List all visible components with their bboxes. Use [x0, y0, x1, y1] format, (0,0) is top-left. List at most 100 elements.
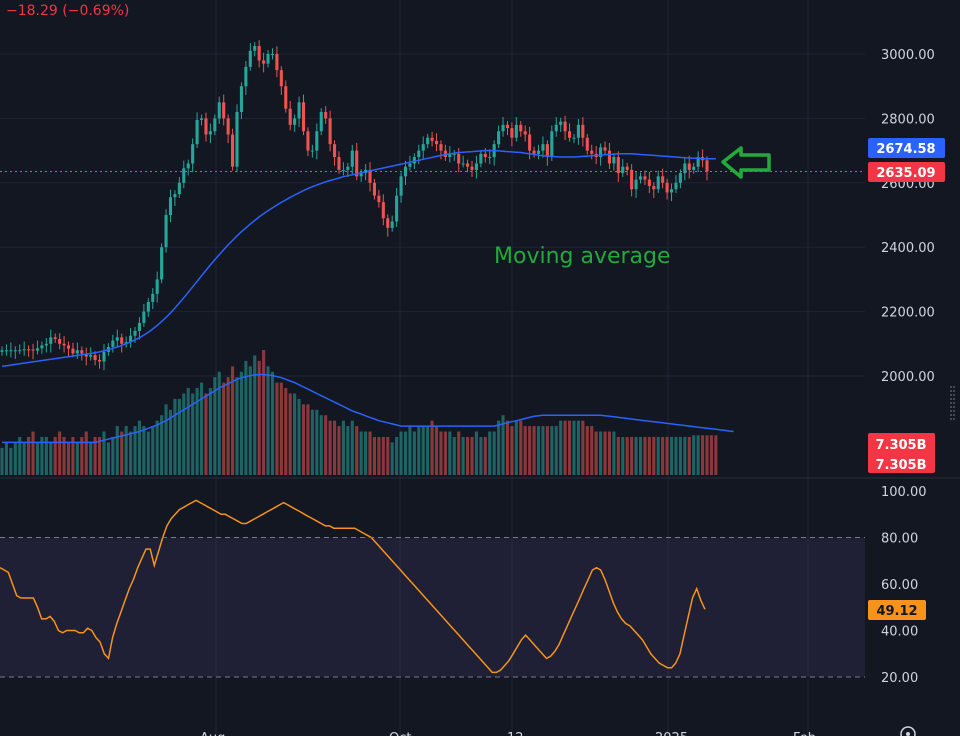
- ma-value-tag: 2674.58: [868, 138, 945, 158]
- candle-body: [346, 166, 350, 170]
- candle-body: [231, 134, 235, 167]
- volume-bar: [337, 426, 341, 475]
- volume-bar: [0, 447, 4, 475]
- candle-body: [235, 111, 239, 167]
- volume-bar: [288, 393, 292, 475]
- scale-drag-handle[interactable]: [949, 384, 956, 424]
- volume-bar: [448, 431, 452, 475]
- candle-body: [528, 134, 532, 151]
- volume-bar: [523, 426, 527, 475]
- volume-bar: [661, 436, 665, 475]
- volume-bar: [607, 431, 612, 475]
- candle-body: [208, 131, 212, 135]
- volume-bar: [346, 426, 350, 475]
- volume-bar: [647, 436, 651, 475]
- volume-bar: [674, 436, 678, 475]
- candle-body: [408, 163, 412, 167]
- candle-body: [678, 173, 682, 183]
- candle-body: [647, 179, 651, 187]
- volume-bar: [567, 420, 572, 475]
- candle-body: [80, 350, 84, 354]
- time-axis[interactable]: Aug Oct 12 2025 Feb: [200, 731, 816, 736]
- volume-bar: [492, 431, 496, 475]
- volume-bar: [199, 382, 204, 475]
- volume-bar: [71, 436, 75, 475]
- volume-bar: [231, 366, 235, 475]
- candle-body: [155, 279, 159, 294]
- candle-body: [705, 160, 709, 172]
- volume-bar: [142, 426, 146, 475]
- volume-bar: [550, 426, 554, 475]
- candle-body: [497, 131, 501, 145]
- candle-body: [395, 195, 399, 222]
- volume-bar: [235, 377, 239, 475]
- candle-body: [13, 350, 17, 352]
- volume-bar: [111, 436, 115, 475]
- volume-bar: [124, 426, 128, 475]
- volume-bar: [665, 436, 669, 475]
- candle-body: [22, 349, 26, 351]
- price-axis[interactable]: 3000.002800.002600.002400.002200.002000.…: [881, 48, 935, 385]
- rsi-tick-label: 20.00: [881, 671, 918, 686]
- candle-body: [71, 348, 75, 354]
- candle-body: [301, 102, 306, 132]
- candle-body: [417, 150, 421, 158]
- volume-bar: [479, 436, 483, 475]
- price-tick-label: 2800.00: [881, 112, 935, 127]
- candle-body: [567, 131, 572, 138]
- candle-body: [199, 118, 204, 121]
- volume-bar: [328, 420, 332, 475]
- candle-body: [129, 335, 133, 343]
- volume-bar: [625, 436, 629, 475]
- candle-body: [461, 163, 465, 165]
- volume-bar: [213, 377, 217, 475]
- candle-body: [49, 337, 53, 344]
- candle-body: [168, 197, 173, 215]
- volume-bar: [93, 436, 97, 475]
- volume-bar: [22, 442, 26, 475]
- rsi-tick-label: 40.00: [881, 625, 918, 640]
- candle-body: [58, 338, 62, 344]
- volume-bar: [129, 431, 133, 475]
- candle-body: [160, 247, 164, 280]
- volume-tag-text-2: 7.305B: [875, 458, 926, 473]
- candle-body: [66, 345, 71, 349]
- candle-body: [248, 50, 252, 67]
- candle-body: [195, 120, 199, 145]
- candle-body: [523, 131, 527, 135]
- rsi-axis[interactable]: 100.00 80.00 60.00 40.00 20.00: [881, 485, 927, 686]
- volume-bar: [590, 426, 594, 475]
- candle-body: [572, 137, 576, 139]
- candle-body: [191, 144, 195, 164]
- time-tick-label: 12: [507, 731, 524, 736]
- candle-body: [279, 70, 283, 87]
- candle-body: [284, 86, 288, 109]
- candle-body: [488, 157, 492, 159]
- volume-bar: [168, 409, 173, 475]
- candle-body: [634, 179, 638, 190]
- volume-bar: [594, 431, 598, 475]
- candle-body: [297, 102, 301, 119]
- volume-bar: [652, 436, 656, 475]
- volume-bar: [669, 436, 674, 475]
- volume-bar: [355, 426, 359, 475]
- volume-bar: [164, 404, 168, 475]
- volume-bar: [239, 371, 243, 475]
- volume-bar: [341, 420, 345, 475]
- candle-body: [288, 108, 292, 125]
- volume-bar: [656, 436, 660, 475]
- volume-bar: [310, 409, 314, 475]
- candle-body: [696, 157, 700, 167]
- volume-bar: [275, 382, 279, 475]
- candle-body: [275, 54, 279, 71]
- last-price-tag-text: 2635.09: [876, 166, 935, 181]
- price-change-text: −18.29 (−0.69%): [6, 3, 129, 19]
- volume-bar: [709, 435, 713, 475]
- settings-gear-icon[interactable]: [900, 726, 916, 736]
- time-tick-label: 2025: [655, 731, 688, 736]
- candle-body: [133, 330, 137, 336]
- volume-bar: [417, 426, 421, 475]
- candle-body: [253, 45, 257, 51]
- candle-body: [151, 293, 155, 302]
